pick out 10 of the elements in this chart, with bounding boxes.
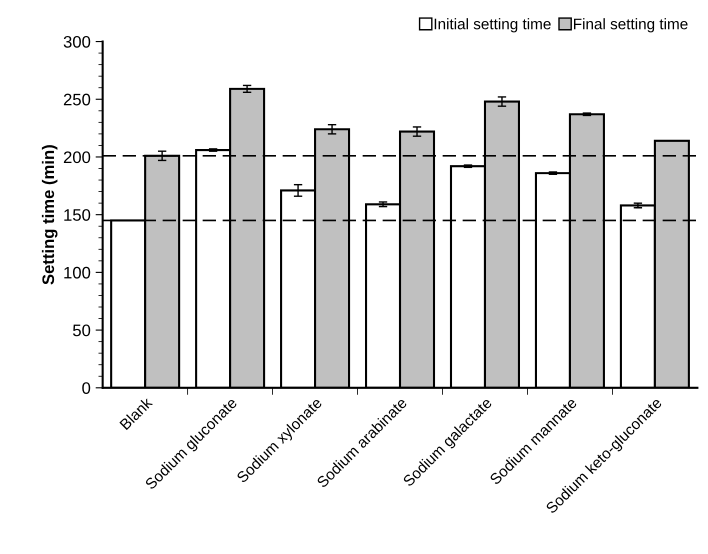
- y-tick-label: 0: [82, 382, 90, 394]
- y-tick-label: 300: [64, 36, 90, 48]
- y-tick-label: 150: [64, 209, 90, 221]
- legend-label: Final setting time: [574, 18, 688, 32]
- legend-label: Initial setting time: [434, 18, 551, 32]
- y-tick-label: 250: [64, 94, 90, 106]
- y-tick-label: 100: [64, 266, 90, 279]
- y-axis-title: Setting time (min): [42, 145, 58, 285]
- y-tick-label: 200: [64, 151, 90, 164]
- y-tick-label: 50: [72, 324, 90, 336]
